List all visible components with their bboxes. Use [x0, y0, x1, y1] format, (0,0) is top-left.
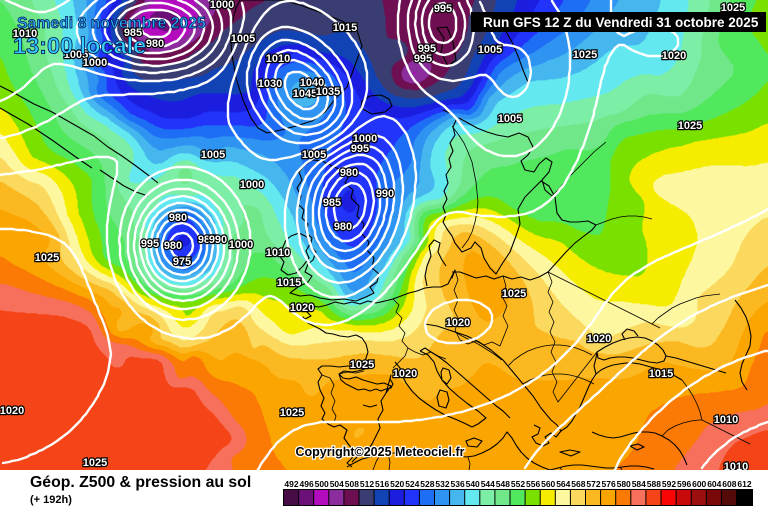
svg-text:1030: 1030: [258, 78, 282, 90]
svg-text:588: 588: [647, 479, 661, 489]
svg-text:1020: 1020: [662, 50, 686, 62]
svg-text:995: 995: [414, 53, 432, 65]
svg-text:1020: 1020: [446, 317, 470, 329]
svg-text:980: 980: [164, 240, 182, 252]
svg-text:995: 995: [418, 43, 436, 55]
svg-text:975: 975: [173, 256, 191, 268]
svg-text:Samedi 8 novembre 2025: Samedi 8 novembre 2025: [17, 15, 206, 32]
svg-text:1015: 1015: [333, 22, 357, 34]
svg-text:1005: 1005: [498, 113, 522, 125]
svg-text:Run GFS 12 Z du Vendredi 31 oc: Run GFS 12 Z du Vendredi 31 octobre 2025: [483, 15, 759, 30]
svg-text:572: 572: [586, 479, 600, 489]
svg-text:552: 552: [511, 479, 525, 489]
svg-text:995: 995: [351, 143, 369, 155]
svg-text:556: 556: [526, 479, 540, 489]
svg-text:592: 592: [662, 479, 676, 489]
svg-text:520: 520: [390, 479, 404, 489]
svg-text:536: 536: [451, 479, 465, 489]
svg-text:1045: 1045: [293, 88, 317, 100]
svg-text:1025: 1025: [280, 407, 304, 419]
svg-text:1025: 1025: [678, 120, 702, 132]
svg-text:1025: 1025: [502, 288, 526, 300]
svg-text:1000: 1000: [210, 0, 234, 11]
svg-text:1005: 1005: [478, 44, 502, 56]
svg-text:1025: 1025: [721, 2, 745, 14]
svg-text:1000: 1000: [353, 133, 377, 145]
svg-text:492: 492: [284, 479, 298, 489]
svg-text:608: 608: [722, 479, 736, 489]
svg-text:1025: 1025: [573, 49, 597, 61]
svg-text:1000: 1000: [83, 57, 107, 69]
svg-text:604: 604: [707, 479, 721, 489]
svg-text:560: 560: [541, 479, 555, 489]
svg-text:990: 990: [209, 234, 227, 246]
svg-text:1025: 1025: [350, 359, 374, 371]
svg-text:1005: 1005: [201, 149, 225, 161]
svg-text:985: 985: [323, 197, 341, 209]
svg-text:1005: 1005: [231, 33, 255, 45]
svg-text:1035: 1035: [316, 86, 340, 98]
svg-text:1020: 1020: [290, 302, 314, 314]
svg-text:612: 612: [737, 479, 751, 489]
svg-text:1005: 1005: [302, 149, 326, 161]
svg-text:504: 504: [330, 479, 344, 489]
svg-text:584: 584: [632, 479, 646, 489]
svg-text:1005: 1005: [64, 49, 88, 61]
svg-text:516: 516: [375, 479, 389, 489]
svg-text:576: 576: [602, 479, 616, 489]
svg-text:985: 985: [198, 234, 216, 246]
svg-text:568: 568: [571, 479, 585, 489]
svg-text:532: 532: [435, 479, 449, 489]
svg-text:990: 990: [376, 188, 394, 200]
svg-text:1010: 1010: [714, 414, 738, 426]
svg-text:1010: 1010: [266, 247, 290, 259]
svg-text:544: 544: [481, 479, 495, 489]
svg-text:980: 980: [334, 221, 352, 233]
svg-text:548: 548: [496, 479, 510, 489]
svg-text:540: 540: [466, 479, 480, 489]
svg-text:1020: 1020: [393, 368, 417, 380]
svg-text:Copyright©2025 Meteociel.fr: Copyright©2025 Meteociel.fr: [296, 445, 465, 459]
svg-text:1015: 1015: [649, 368, 673, 380]
svg-text:1010: 1010: [266, 53, 290, 65]
svg-text:600: 600: [692, 479, 706, 489]
svg-text:13:00 locale: 13:00 locale: [13, 33, 146, 59]
svg-text:1015: 1015: [277, 277, 301, 289]
svg-text:1020: 1020: [587, 333, 611, 345]
svg-text:1040: 1040: [300, 77, 324, 89]
svg-text:512: 512: [360, 479, 374, 489]
svg-text:500: 500: [315, 479, 329, 489]
svg-text:1025: 1025: [83, 457, 107, 469]
svg-text:1020: 1020: [0, 405, 24, 417]
svg-text:980: 980: [340, 167, 358, 179]
svg-text:Géop. Z500 & pression au sol: Géop. Z500 & pression au sol: [30, 474, 251, 491]
svg-text:980: 980: [146, 38, 164, 50]
svg-text:1000: 1000: [229, 239, 253, 251]
svg-text:1025: 1025: [35, 252, 59, 264]
svg-text:(+ 192h): (+ 192h): [30, 494, 72, 506]
svg-text:580: 580: [617, 479, 631, 489]
svg-text:496: 496: [300, 479, 314, 489]
svg-text:508: 508: [345, 479, 359, 489]
svg-text:995: 995: [434, 3, 452, 15]
svg-text:524: 524: [405, 479, 419, 489]
svg-text:564: 564: [556, 479, 570, 489]
svg-text:1010: 1010: [13, 28, 37, 40]
svg-text:985: 985: [124, 27, 142, 39]
svg-text:528: 528: [420, 479, 434, 489]
svg-text:596: 596: [677, 479, 691, 489]
svg-text:980: 980: [169, 212, 187, 224]
svg-text:1000: 1000: [240, 179, 264, 191]
svg-text:995: 995: [141, 238, 159, 250]
